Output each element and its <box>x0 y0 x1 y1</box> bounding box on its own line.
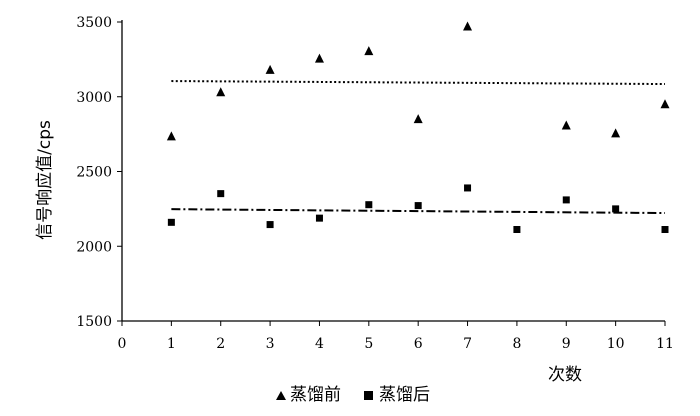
x-tick-label: 8 <box>512 336 521 352</box>
data-point-after <box>661 226 669 234</box>
legend-label-before: 蒸馏前 <box>290 385 341 405</box>
data-point-before <box>314 53 324 63</box>
y-tick-label: 3000 <box>76 90 112 106</box>
data-point-after <box>612 205 620 213</box>
x-tick-label: 4 <box>315 336 324 352</box>
legend: 蒸馏前 蒸馏后 <box>276 385 430 405</box>
data-point-before <box>216 87 226 97</box>
data-point-before <box>660 99 670 109</box>
x-tick-label: 11 <box>656 336 674 352</box>
data-point-after <box>464 184 472 192</box>
data-point-after <box>315 214 323 222</box>
data-point-before <box>364 46 374 56</box>
x-tick-label: 0 <box>118 336 127 352</box>
data-point-after <box>365 201 373 209</box>
y-tick-label: 2000 <box>76 239 112 255</box>
data-point-after <box>167 218 175 226</box>
data-point-after <box>217 190 225 198</box>
data-point-before <box>611 128 621 138</box>
x-tick-label: 10 <box>607 336 625 352</box>
data-markers <box>166 21 670 234</box>
x-tick-label: 2 <box>216 336 225 352</box>
trendline-before <box>171 80 666 86</box>
y-tick-label: 3500 <box>76 15 112 31</box>
data-point-before <box>265 64 275 74</box>
x-tick-label: 1 <box>167 336 176 352</box>
axes: 1500 2000 2500 3000 3500 0 1 2 3 4 5 6 7 8 9 10 11 <box>76 15 674 352</box>
trendline-after <box>171 208 666 215</box>
y-axis-title: 信号响应值/cps <box>35 120 55 240</box>
x-tick-label: 9 <box>562 336 571 352</box>
y-tick-label: 1500 <box>76 314 112 330</box>
trendlines <box>171 80 666 215</box>
data-point-after <box>562 196 570 204</box>
x-tick-label: 6 <box>414 336 423 352</box>
x-tick-label: 5 <box>364 336 373 352</box>
data-point-before <box>166 131 176 141</box>
legend-square-marker <box>364 391 373 400</box>
x-tick-label: 7 <box>463 336 472 352</box>
x-axis-title: 次数 <box>548 365 582 385</box>
data-point-before <box>463 21 473 31</box>
data-point-after <box>513 226 521 234</box>
data-point-after <box>266 221 274 229</box>
data-point-after <box>414 202 422 210</box>
x-tick-label: 3 <box>266 336 275 352</box>
legend-label-after: 蒸馏后 <box>379 385 430 405</box>
data-point-before <box>413 114 423 124</box>
data-point-before <box>561 120 571 130</box>
legend-triangle-marker <box>276 391 286 400</box>
y-tick-label: 2500 <box>76 165 112 181</box>
